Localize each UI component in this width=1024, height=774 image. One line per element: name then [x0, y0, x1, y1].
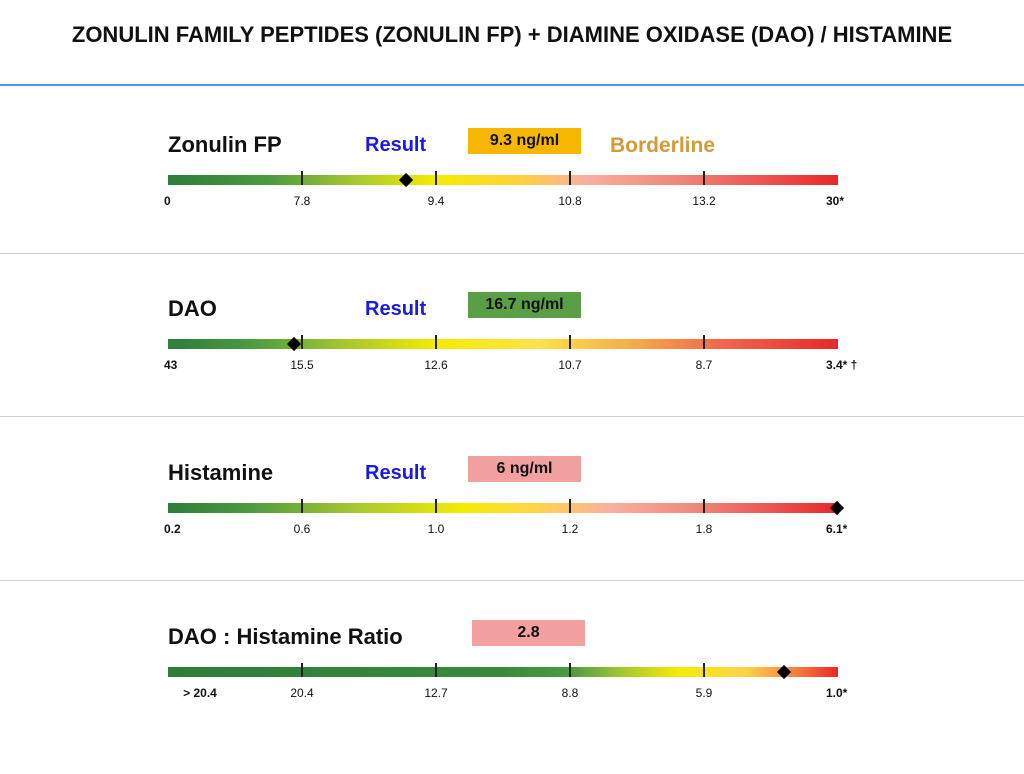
scale-tick — [435, 499, 437, 513]
result-value-box: 9.3 ng/ml — [468, 128, 581, 154]
range-bar — [168, 335, 838, 352]
tick-label: 15.5 — [290, 358, 314, 372]
scale-tick — [301, 335, 303, 349]
tick-label: 12.6 — [424, 358, 448, 372]
tick-label: 1.0 — [427, 522, 445, 536]
test-section-histamine: Histamine Result 6 ng/ml 0.2 0.6 1.0 1.2 1.8… — [0, 456, 1024, 610]
title-divider — [0, 84, 1024, 86]
gradient-bar — [168, 503, 838, 513]
test-label: DAO — [168, 296, 217, 321]
scale-tick — [703, 335, 705, 349]
test-section-dao: DAO Result 16.7 ng/ml 43 15.5 12.6 10.7 8.7 3… — [0, 292, 1024, 446]
tick-label: 0.6 — [293, 522, 311, 536]
tick-label: 3.4* † — [826, 358, 858, 372]
scale-tick — [569, 171, 571, 185]
result-label: Result — [365, 134, 427, 156]
test-label: Zonulin FP — [168, 132, 282, 157]
tick-label: 0 — [164, 194, 171, 208]
tick-label: 10.8 — [558, 194, 582, 208]
result-value-box: 6 ng/ml — [468, 456, 581, 482]
tick-label: 1.8 — [695, 522, 713, 536]
tick-label: 43 — [164, 358, 178, 372]
range-bar — [168, 663, 838, 680]
test-label: DAO : Histamine Ratio — [168, 624, 403, 649]
result-value-box: 16.7 ng/ml — [468, 292, 581, 318]
scale-tick — [301, 499, 303, 513]
tick-label: 12.7 — [424, 686, 448, 700]
section-divider — [0, 253, 1024, 254]
scale-tick — [569, 335, 571, 349]
gradient-bar — [168, 339, 838, 349]
page-title: ZONULIN FAMILY PEPTIDES (ZONULIN FP) + D… — [71, 22, 953, 47]
scale-tick — [703, 171, 705, 185]
section-divider — [0, 580, 1024, 581]
scale-tick — [435, 171, 437, 185]
tick-label: 0.2 — [164, 522, 181, 536]
tick-label: 8.8 — [561, 686, 579, 700]
tick-label: 1.0* — [826, 686, 848, 700]
result-value-box: 2.8 — [472, 620, 585, 646]
tick-label: 5.9 — [695, 686, 713, 700]
scale-tick — [301, 171, 303, 185]
scale-tick — [435, 335, 437, 349]
tick-label: 1.2 — [561, 522, 579, 536]
gradient-bar — [168, 175, 838, 185]
scale-tick — [301, 663, 303, 677]
result-label: Result — [365, 298, 427, 320]
section-divider — [0, 416, 1024, 417]
test-section-zonulin: Zonulin FP Result 9.3 ng/ml Borderline 0… — [0, 128, 1024, 282]
status-label: Borderline — [610, 134, 716, 157]
tick-label: 30* — [826, 194, 845, 208]
tick-label: 9.4 — [427, 194, 445, 208]
range-bar — [168, 171, 838, 188]
tick-label: 10.7 — [558, 358, 582, 372]
scale-tick — [569, 663, 571, 677]
test-label: Histamine — [168, 460, 274, 485]
tick-label: 13.2 — [692, 194, 716, 208]
tick-label: 7.8 — [293, 194, 311, 208]
gradient-bar — [168, 667, 838, 677]
tick-label: 20.4 — [290, 686, 314, 700]
tick-label: 8.7 — [695, 358, 713, 372]
scale-tick — [569, 499, 571, 513]
range-bar — [168, 499, 844, 516]
tick-label: 6.1* — [826, 522, 848, 536]
tick-label: > 20.4 — [183, 686, 217, 700]
scale-tick — [435, 663, 437, 677]
test-section-ratio: DAO : Histamine Ratio 2.8 > 20.4 20.4 12.7… — [0, 620, 1024, 774]
scale-tick — [703, 663, 705, 677]
scale-tick — [703, 499, 705, 513]
result-label: Result — [365, 462, 427, 484]
